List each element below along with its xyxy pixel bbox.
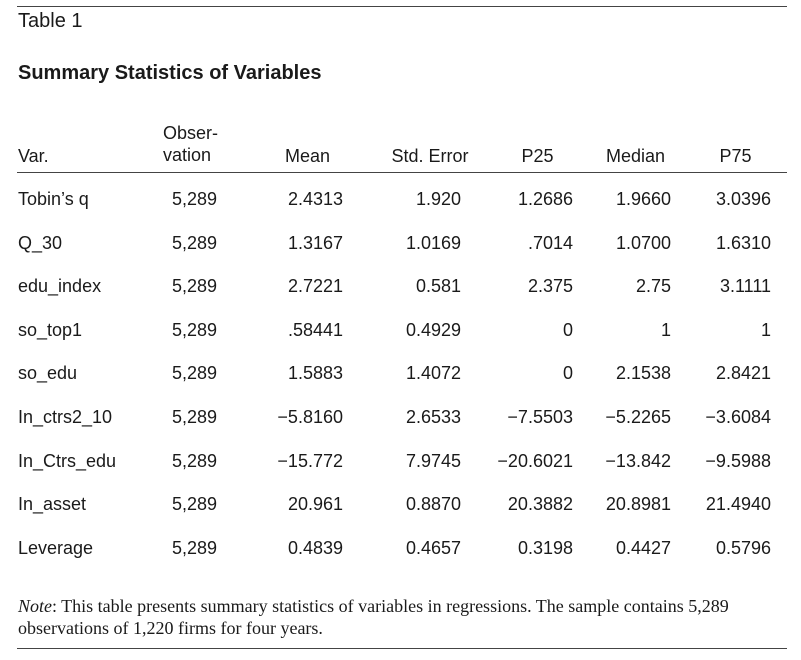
p25-value: .7014 [527, 232, 573, 253]
median-value: 20.8981 [605, 494, 671, 515]
var-name: Q_30 [18, 232, 63, 253]
p75-value: 3.0396 [715, 189, 771, 209]
median-value: 2.1538 [615, 363, 671, 384]
var-name: Leverage [18, 537, 94, 558]
median-value: −13.842 [605, 450, 671, 471]
header-median: Median [605, 146, 666, 166]
table-row: so_top1 5,289 .58441 0.4929 0 1 1 [0, 319, 801, 363]
obs-value: 5,289 [172, 494, 218, 515]
mean-value: 1.3167 [287, 232, 343, 253]
var-name: so_edu [18, 363, 78, 384]
table-row: Q_30 5,289 1.3167 1.0169 .7014 1.0700 1.… [0, 232, 801, 276]
obs-value: 5,289 [172, 319, 218, 340]
var-name: In_Ctrs_edu [18, 450, 117, 471]
header-observation: Obser- vation [163, 123, 219, 165]
table-note: Note: This table presents summary statis… [18, 595, 788, 639]
table-title: Summary Statistics of Variables [18, 62, 322, 84]
var-name: Tobin’s q [18, 189, 89, 209]
std-error-value: 0.4657 [405, 537, 461, 558]
table-row: In_ctrs2_10 5,289 −5.8160 2.6533 −7.5503… [0, 406, 801, 450]
median-value: 0.4427 [615, 537, 671, 558]
median-value: 1.0700 [615, 232, 671, 253]
std-error-value: 0.581 [415, 276, 461, 297]
p75-value: 3.1111 [719, 276, 771, 297]
std-error-value: 0.8870 [405, 494, 461, 515]
header-std-error: Std. Error [391, 146, 469, 166]
header-rule [17, 172, 787, 173]
table-row: Tobin’s q 5,289 2.4313 1.920 1.2686 1.96… [0, 188, 801, 232]
var-name: In_asset [18, 494, 87, 515]
mean-value: 2.7221 [287, 276, 343, 297]
std-error-value: 2.6533 [405, 406, 461, 427]
obs-value: 5,289 [172, 232, 218, 253]
header-p25: P25 [521, 146, 554, 166]
p75-value: 1.6310 [715, 232, 771, 253]
p25-value: 20.3882 [507, 494, 573, 515]
mean-value: 0.4839 [287, 537, 343, 558]
median-value: 1.9660 [615, 189, 671, 209]
obs-value: 5,289 [172, 363, 218, 384]
table-row: Leverage 5,289 0.4839 0.4657 0.3198 0.44… [0, 537, 801, 581]
obs-value: 5,289 [172, 406, 218, 427]
p25-value: 0.3198 [517, 537, 573, 558]
p25-value: 0 [562, 363, 573, 384]
p75-value: −3.6084 [705, 406, 771, 427]
header-p75: P75 [719, 146, 752, 166]
p75-value: 21.4940 [705, 494, 771, 515]
p75-value: 0.5796 [715, 537, 771, 558]
obs-value: 5,289 [172, 276, 218, 297]
median-value: −5.2265 [605, 406, 671, 427]
table-row: so_edu 5,289 1.5883 1.4072 0 2.1538 2.84… [0, 362, 801, 406]
table-row: In_Ctrs_edu 5,289 −15.772 7.9745 −20.602… [0, 450, 801, 494]
std-error-value: 1.920 [415, 189, 461, 209]
table-body: Tobin’s q 5,289 2.4313 1.920 1.2686 1.96… [0, 188, 801, 580]
table-caption: Table 1 [18, 10, 83, 32]
mean-value: −5.8160 [277, 406, 343, 427]
median-value: 2.75 [635, 276, 671, 297]
obs-value: 5,289 [172, 537, 218, 558]
mean-value: −15.772 [277, 450, 343, 471]
obs-value: 5,289 [172, 450, 218, 471]
mean-value: 2.4313 [287, 189, 343, 209]
header-var: Var. [18, 146, 49, 166]
p25-value: 2.375 [527, 276, 573, 297]
p25-value: −7.5503 [507, 406, 573, 427]
p75-value: −9.5988 [705, 450, 771, 471]
var-name: so_top1 [18, 319, 83, 340]
p25-value: −20.6021 [497, 450, 573, 471]
top-rule [17, 6, 787, 7]
std-error-value: 1.0169 [405, 232, 461, 253]
mean-value: 1.5883 [287, 363, 343, 384]
header-mean: Mean [284, 146, 331, 166]
p75-value: 2.8421 [715, 363, 771, 384]
median-value: 1 [660, 319, 671, 340]
std-error-value: 7.9745 [405, 450, 461, 471]
p25-value: 1.2686 [517, 189, 573, 209]
mean-value: .58441 [287, 319, 343, 340]
table-row: In_asset 5,289 20.961 0.8870 20.3882 20.… [0, 493, 801, 537]
var-name: In_ctrs2_10 [18, 406, 113, 427]
p25-value: 0 [562, 319, 573, 340]
table-row: edu_index 5,289 2.7221 0.581 2.375 2.75 … [0, 275, 801, 319]
note-text: : This table presents summary statistics… [18, 596, 729, 638]
obs-value: 5,289 [172, 189, 218, 209]
var-name: edu_index [18, 276, 102, 297]
mean-value: 20.961 [287, 494, 343, 515]
bottom-rule [17, 648, 787, 649]
std-error-value: 0.4929 [405, 319, 461, 340]
p75-value: 1 [760, 319, 771, 340]
std-error-value: 1.4072 [405, 363, 461, 384]
note-label: Note [18, 596, 52, 616]
